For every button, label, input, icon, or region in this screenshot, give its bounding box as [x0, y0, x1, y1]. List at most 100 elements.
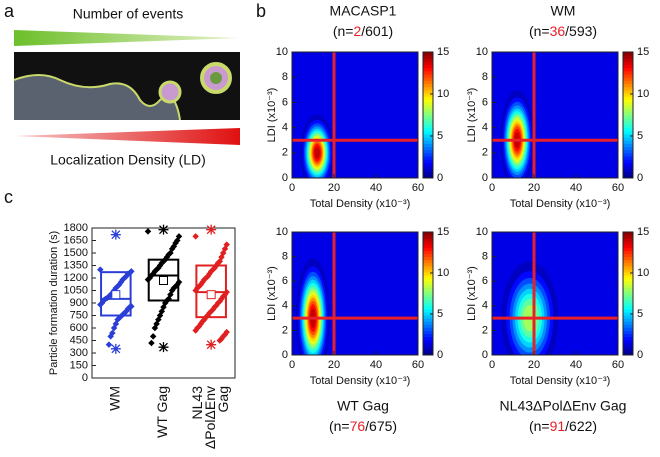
colorbar-cell: [423, 115, 433, 119]
y-tick-label: 6: [482, 275, 488, 287]
colorbar-cell: [623, 235, 633, 239]
x-tick-label: 40: [570, 182, 582, 194]
y-tick-label: 0: [282, 349, 288, 361]
y-tick-label: 4: [282, 300, 288, 312]
colorbar-cell: [423, 52, 433, 56]
colorbar-cell: [423, 305, 433, 310]
colorbar-cell: [623, 83, 633, 88]
colorbar-tick-label: 15: [437, 226, 449, 238]
colorbar-cell: [623, 86, 633, 91]
y-tick-label: 10: [276, 46, 288, 58]
x-tick-label: 0: [489, 359, 495, 371]
y-tick-label: 6: [282, 96, 288, 108]
colorbar-cell: [623, 171, 633, 176]
colorbar-cell: [623, 137, 633, 141]
y-tick-label: 8: [282, 251, 288, 263]
x-tick-label: 60: [612, 182, 624, 194]
schematic-label: Number of events: [73, 6, 184, 22]
y-tick-label: 750: [70, 309, 88, 321]
colorbar-tick-label: 10: [637, 267, 649, 279]
y-axis-label: Particle formation duration (s): [48, 231, 60, 375]
extreme-marker: [110, 229, 121, 240]
data-point: [192, 327, 199, 334]
colorbar-cell: [623, 238, 633, 242]
colorbar-cell: [623, 333, 633, 338]
colorbar-cell: [623, 89, 633, 94]
colorbar-cell: [423, 124, 433, 129]
y-axis-label: LDI (x10⁻³): [266, 266, 278, 321]
colorbar-cell: [423, 89, 433, 94]
colorbar-cell: [423, 256, 433, 261]
colorbar-cell: [623, 302, 633, 307]
colorbar-cell: [623, 96, 633, 100]
x-tick-label: 60: [412, 182, 424, 194]
colorbar-cell: [623, 155, 633, 160]
y-tick-label: 8: [482, 71, 488, 83]
subtitle-count: 76: [350, 418, 366, 434]
colorbar-cell: [623, 281, 633, 285]
subtitle-prefix: (n=: [329, 418, 350, 434]
colorbar-cell: [423, 108, 433, 113]
schematic-label: Localization Density (LD): [50, 152, 206, 168]
colorbar-cell: [623, 275, 633, 279]
colorbar-cell: [623, 284, 633, 288]
colorbar-frame: [422, 51, 434, 179]
y-tick-label: 2: [282, 324, 288, 336]
colorbar-cell: [423, 311, 433, 316]
colorbar-cell: [623, 293, 633, 298]
x-tick-label: 20: [528, 182, 540, 194]
colorbar-cell: [423, 265, 433, 270]
colorbar-cell: [623, 348, 633, 353]
y-tick-label: 0: [482, 349, 488, 361]
chart-title: MACASP1: [330, 3, 397, 19]
colorbar-cell: [423, 140, 433, 144]
colorbar-cell: [623, 265, 633, 270]
chart-title: WT Gag: [337, 398, 389, 414]
y-axis-label: LDI (x10⁻³): [466, 266, 478, 321]
y-tick-label: 10: [476, 226, 488, 238]
colorbar-cell: [423, 302, 433, 307]
chart-subtitle: (n=91/622): [529, 418, 597, 434]
colorbar-cell: [423, 333, 433, 338]
colorbar-cell: [423, 105, 433, 110]
colorbar-cell: [623, 115, 633, 119]
x-tick-label: Gag: [215, 386, 231, 412]
chart-subtitle: (n=76/675): [329, 418, 397, 434]
colorbar-tick-label: 0: [637, 172, 643, 184]
colorbar-cell: [423, 235, 433, 239]
colorbar-cell: [423, 348, 433, 353]
plot-frame: [291, 231, 419, 356]
data-point: [144, 228, 152, 235]
colorbar-cell: [623, 168, 633, 173]
colorbar-cell: [623, 305, 633, 310]
chart-title: WM: [551, 3, 576, 19]
x-axis-label: Total Density (x10⁻³): [310, 198, 411, 210]
colorbar-cell: [623, 287, 633, 291]
subtitle-count: 91: [550, 418, 566, 434]
colorbar-cell: [623, 299, 633, 304]
colorbar-cell: [423, 268, 433, 273]
y-tick-label: 1500: [64, 247, 88, 259]
colorbar-cell: [623, 232, 633, 236]
colorbar-cell: [423, 80, 433, 84]
y-tick-label: 300: [70, 347, 88, 359]
colorbar-cell: [423, 284, 433, 288]
x-tick-label: ΔPolΔEnv: [202, 386, 218, 449]
colorbar-cell: [423, 143, 433, 147]
colorbar-cell: [623, 118, 633, 122]
subtitle-rest: /593): [565, 23, 597, 39]
colorbar-cell: [423, 232, 433, 236]
box: [147, 258, 180, 302]
colorbar-cell: [423, 74, 433, 78]
colorbar-tick-label: 5: [437, 308, 443, 320]
colorbar-cell: [623, 271, 633, 276]
colorbar-cell: [623, 133, 633, 138]
colorbar-cell: [423, 287, 433, 291]
colorbar-cell: [423, 241, 433, 245]
colorbar-cell: [623, 55, 633, 59]
mean-marker: [111, 290, 121, 300]
colorbar-cell: [423, 293, 433, 298]
colorbar-cell: [423, 299, 433, 304]
data-point: [148, 339, 155, 347]
